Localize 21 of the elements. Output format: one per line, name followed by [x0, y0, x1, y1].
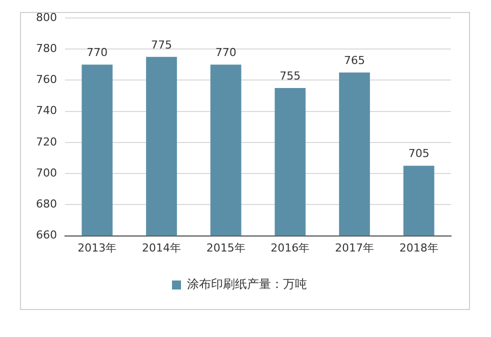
y-tick-label: 700 — [36, 166, 57, 180]
y-tick-label: 800 — [36, 10, 57, 24]
data-label: 775 — [150, 38, 172, 52]
x-tick-label: 2015年 — [206, 241, 246, 254]
y-tick-label: 740 — [36, 104, 57, 118]
y-tick-label: 660 — [36, 228, 57, 242]
x-tick-label: 2016年 — [270, 241, 310, 254]
legend-label: 涂布印刷纸产量：万吨 — [187, 277, 307, 292]
data-label: 770 — [215, 46, 236, 60]
y-tick-label: 780 — [36, 42, 57, 55]
data-label: 755 — [280, 69, 301, 82]
data-label: 765 — [344, 54, 365, 67]
x-tick-label: 2014年 — [142, 241, 181, 254]
data-label: 705 — [408, 147, 430, 160]
y-tick-label: 760 — [36, 73, 57, 86]
x-tick-label: 2018年 — [399, 241, 438, 254]
x-tick-label: 2017年 — [335, 241, 374, 254]
data-label: 770 — [86, 46, 108, 60]
y-tick-label: 680 — [36, 198, 57, 211]
y-tick-label: 720 — [36, 135, 57, 148]
x-tick-label: 2013年 — [78, 241, 117, 254]
